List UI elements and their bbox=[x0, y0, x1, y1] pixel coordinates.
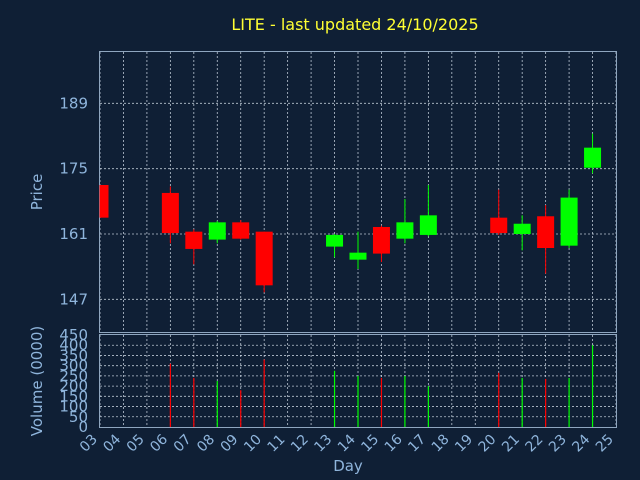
price-tick-label: 175 bbox=[59, 160, 88, 178]
volume-tick-label: 150 bbox=[59, 387, 88, 405]
price-axis-label: Price bbox=[28, 174, 46, 211]
candle-body bbox=[584, 147, 602, 168]
candle-09 bbox=[232, 220, 250, 240]
x-tick-label: 16 bbox=[382, 431, 406, 455]
chart-title: LITE - last updated 24/10/2025 bbox=[231, 15, 478, 34]
candle-17 bbox=[419, 185, 437, 237]
x-axis-label: Day bbox=[333, 457, 363, 475]
candle-16 bbox=[396, 199, 414, 244]
candle-body bbox=[560, 197, 578, 246]
candle-07 bbox=[185, 229, 203, 265]
candle-body bbox=[161, 192, 179, 234]
candle-06 bbox=[161, 186, 179, 244]
candle-10 bbox=[255, 231, 273, 293]
x-tick-label: 22 bbox=[523, 432, 547, 456]
volume-tick-label: 100 bbox=[59, 398, 88, 416]
x-tick-label: 04 bbox=[100, 431, 124, 455]
x-tick-label: 21 bbox=[499, 432, 523, 456]
volume-tick-label: 250 bbox=[59, 367, 88, 385]
volume-tick-label: 50 bbox=[69, 408, 88, 426]
volume-panel-frame bbox=[99, 334, 617, 428]
x-tick-label: 09 bbox=[218, 432, 242, 456]
x-tick-label: 14 bbox=[335, 431, 359, 455]
x-tick-label: 25 bbox=[593, 432, 617, 456]
volume-bars bbox=[169, 345, 594, 427]
x-tick-label: 10 bbox=[241, 432, 265, 456]
x-tick-label: 24 bbox=[569, 431, 593, 455]
x-tick-label: 06 bbox=[147, 431, 171, 455]
candle-body bbox=[255, 231, 273, 286]
price-y-ticks: 147 161 175 189 bbox=[59, 94, 88, 308]
price-tick-label: 147 bbox=[59, 290, 88, 308]
candle-20 bbox=[490, 189, 508, 235]
candle-body bbox=[396, 222, 414, 239]
volume-tick-label: 200 bbox=[59, 377, 88, 395]
x-tick-label: 05 bbox=[124, 432, 148, 456]
candle-13 bbox=[326, 234, 344, 258]
candle-body bbox=[232, 222, 250, 239]
x-tick-label: 19 bbox=[452, 432, 476, 456]
x-tick-label: 20 bbox=[476, 432, 500, 456]
candle-body bbox=[349, 252, 367, 260]
price-tick-label: 189 bbox=[59, 94, 88, 112]
candle-15 bbox=[372, 225, 390, 262]
x-tick-label: 08 bbox=[194, 432, 218, 456]
volume-tick-label: 350 bbox=[59, 346, 88, 364]
candle-body bbox=[208, 222, 226, 240]
x-tick-label: 12 bbox=[288, 432, 312, 456]
candle-22 bbox=[537, 205, 555, 274]
candle-14 bbox=[349, 231, 367, 269]
price-tick-label: 161 bbox=[59, 225, 88, 243]
volume-tick-label: 0 bbox=[78, 418, 88, 436]
x-tick-label: 17 bbox=[405, 432, 429, 456]
candle-body bbox=[513, 223, 531, 234]
x-ticks: 03 04 05 06 07 08 09 10 11 12 13 14 15 16 17 18 19 20 21 22… bbox=[77, 431, 617, 455]
candle-21 bbox=[513, 215, 531, 251]
candle-03 bbox=[99, 185, 109, 218]
volume-tick-label: 400 bbox=[59, 336, 88, 354]
volume-tick-label: 300 bbox=[59, 357, 88, 375]
volume-axis-label: Volume (0000) bbox=[28, 326, 46, 436]
candle-08 bbox=[208, 220, 226, 244]
candles bbox=[99, 133, 602, 293]
candle-body bbox=[419, 215, 437, 235]
x-tick-label: 15 bbox=[358, 432, 382, 456]
candle-24 bbox=[584, 133, 602, 174]
x-tick-label: 11 bbox=[265, 432, 289, 456]
x-tick-label: 18 bbox=[429, 432, 453, 456]
x-tick-label: 07 bbox=[171, 432, 195, 456]
candle-body bbox=[326, 234, 344, 247]
candle-body bbox=[100, 185, 109, 218]
candle-body bbox=[185, 231, 203, 249]
price-grid bbox=[99, 52, 617, 332]
volume-tick-label: 450 bbox=[59, 326, 88, 344]
x-tick-label: 23 bbox=[546, 432, 570, 456]
candle-body bbox=[372, 227, 390, 254]
candle-23 bbox=[560, 189, 578, 248]
candle-body bbox=[537, 216, 555, 248]
candle-body bbox=[490, 217, 508, 234]
x-tick-label: 13 bbox=[311, 432, 335, 456]
